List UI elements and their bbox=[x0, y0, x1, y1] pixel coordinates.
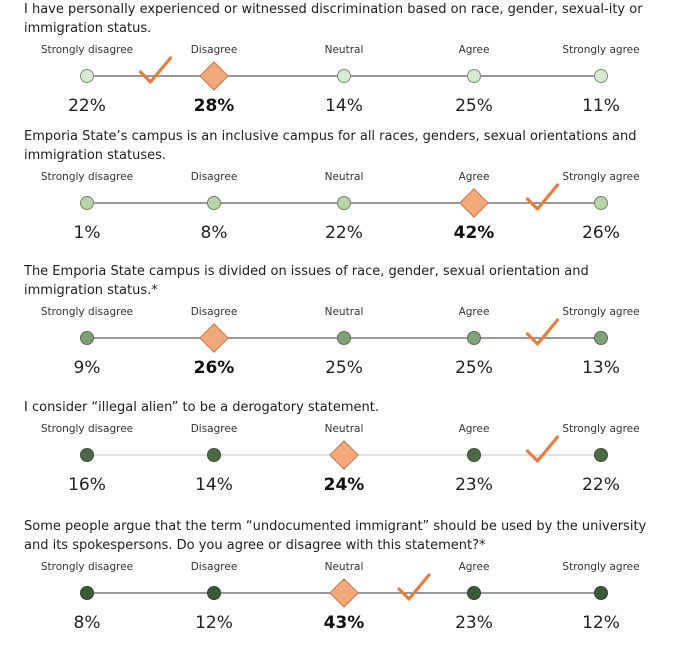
likert-scale: Strongly disagree Disagree Neutral Agree Str… bbox=[0, 423, 680, 523]
likert-scale: Strongly disagree Disagree Neutral Agree Str… bbox=[0, 306, 680, 406]
highlight-diamond-icon bbox=[329, 578, 359, 608]
scale-label: Neutral bbox=[324, 44, 364, 56]
scale-graphic bbox=[80, 318, 608, 353]
scale-point bbox=[467, 448, 481, 462]
scale-graphic bbox=[80, 56, 608, 91]
scale-label: Disagree bbox=[190, 561, 238, 573]
scale-point bbox=[337, 69, 351, 83]
likert-scale: Strongly disagree Disagree Neutral Agree Str… bbox=[0, 561, 680, 661]
percent-value: 22% bbox=[68, 96, 106, 116]
question-text: The Emporia State campus is divided on i… bbox=[24, 264, 589, 298]
percent-value: 14% bbox=[325, 96, 363, 116]
scale-point bbox=[594, 448, 608, 462]
percent-value: 24% bbox=[323, 475, 365, 495]
scale-graphic bbox=[80, 573, 608, 608]
scale-point bbox=[467, 331, 481, 345]
scale-label: Strongly disagree bbox=[40, 44, 134, 56]
checkmark-icon bbox=[397, 573, 431, 601]
scale-point bbox=[207, 196, 221, 210]
likert-scale: Strongly disagree Disagree Neutral Agree Str… bbox=[0, 171, 680, 271]
percent-value: 1% bbox=[73, 223, 101, 243]
percent-value: 14% bbox=[195, 475, 233, 495]
highlight-diamond-icon bbox=[199, 323, 229, 353]
percent-value: 22% bbox=[582, 475, 620, 495]
percent-value: 12% bbox=[195, 613, 233, 633]
percent-value: 12% bbox=[582, 613, 620, 633]
checkmark-icon bbox=[525, 318, 560, 346]
highlight-diamond-icon bbox=[459, 188, 489, 218]
scale-label: Strongly agree bbox=[562, 306, 640, 318]
scale-label: Neutral bbox=[324, 423, 364, 435]
percent-value: 16% bbox=[68, 475, 106, 495]
scale-point bbox=[80, 196, 94, 210]
scale-label: Strongly agree bbox=[562, 171, 640, 183]
percent-value: 25% bbox=[455, 358, 493, 378]
percent-value: 28% bbox=[193, 96, 235, 116]
question-text: I consider “illegal alien” to be a derog… bbox=[24, 400, 379, 415]
percent-value: 8% bbox=[73, 613, 101, 633]
question-text: I have personally experienced or witness… bbox=[24, 2, 643, 36]
scale-label: Agree bbox=[458, 423, 490, 435]
scale-label: Disagree bbox=[190, 171, 238, 183]
scale-label: Strongly agree bbox=[562, 44, 640, 56]
scale-label: Strongly agree bbox=[562, 423, 640, 435]
scale-point bbox=[80, 69, 94, 83]
percent-value: 13% bbox=[582, 358, 620, 378]
scale-point bbox=[207, 586, 221, 600]
scale-label: Disagree bbox=[190, 423, 238, 435]
scale-point bbox=[467, 586, 481, 600]
checkmark-icon bbox=[525, 183, 560, 211]
percent-value: 11% bbox=[582, 96, 620, 116]
scale-label: Disagree bbox=[190, 306, 238, 318]
scale-point bbox=[467, 69, 481, 83]
scale-label: Agree bbox=[458, 171, 490, 183]
likert-scale: Strongly disagree Disagree Neutral Agree Str… bbox=[0, 44, 680, 144]
highlight-diamond-icon bbox=[329, 440, 359, 470]
scale-label: Strongly disagree bbox=[40, 561, 134, 573]
question-text: Emporia State’s campus is an inclusive c… bbox=[24, 129, 637, 163]
percent-value: 42% bbox=[453, 223, 495, 243]
percent-value: 22% bbox=[325, 223, 363, 243]
scale-point bbox=[594, 331, 608, 345]
percent-value: 8% bbox=[200, 223, 228, 243]
scale-point bbox=[594, 586, 608, 600]
highlight-diamond-icon bbox=[199, 61, 229, 91]
scale-point bbox=[337, 331, 351, 345]
scale-point bbox=[207, 448, 221, 462]
scale-point bbox=[80, 448, 94, 462]
question-text: Some people argue that the term “undocum… bbox=[24, 519, 647, 553]
scale-label: Strongly disagree bbox=[40, 171, 134, 183]
percent-value: 43% bbox=[323, 613, 365, 633]
percent-value: 23% bbox=[455, 475, 493, 495]
scale-label: Strongly disagree bbox=[40, 423, 134, 435]
scale-label: Disagree bbox=[190, 44, 238, 56]
percent-value: 26% bbox=[582, 223, 620, 243]
percent-value: 23% bbox=[455, 613, 493, 633]
scale-point bbox=[594, 69, 608, 83]
scale-label: Neutral bbox=[324, 306, 364, 318]
scale-point bbox=[80, 586, 94, 600]
scale-label: Strongly agree bbox=[562, 561, 640, 573]
scale-point bbox=[594, 196, 608, 210]
scale-label: Agree bbox=[458, 561, 490, 573]
scale-graphic bbox=[80, 435, 608, 470]
checkmark-icon bbox=[138, 56, 173, 84]
scale-point bbox=[337, 196, 351, 210]
scale-label: Strongly disagree bbox=[40, 306, 134, 318]
checkmark-icon bbox=[525, 435, 560, 463]
scale-point bbox=[80, 331, 94, 345]
percent-value: 25% bbox=[325, 358, 363, 378]
scale-label: Neutral bbox=[324, 561, 364, 573]
percent-value: 9% bbox=[73, 358, 101, 378]
percent-value: 26% bbox=[193, 358, 235, 378]
scale-label: Agree bbox=[458, 306, 490, 318]
scale-label: Neutral bbox=[324, 171, 364, 183]
percent-value: 25% bbox=[455, 96, 493, 116]
scale-graphic bbox=[80, 183, 608, 218]
scale-label: Agree bbox=[458, 44, 490, 56]
